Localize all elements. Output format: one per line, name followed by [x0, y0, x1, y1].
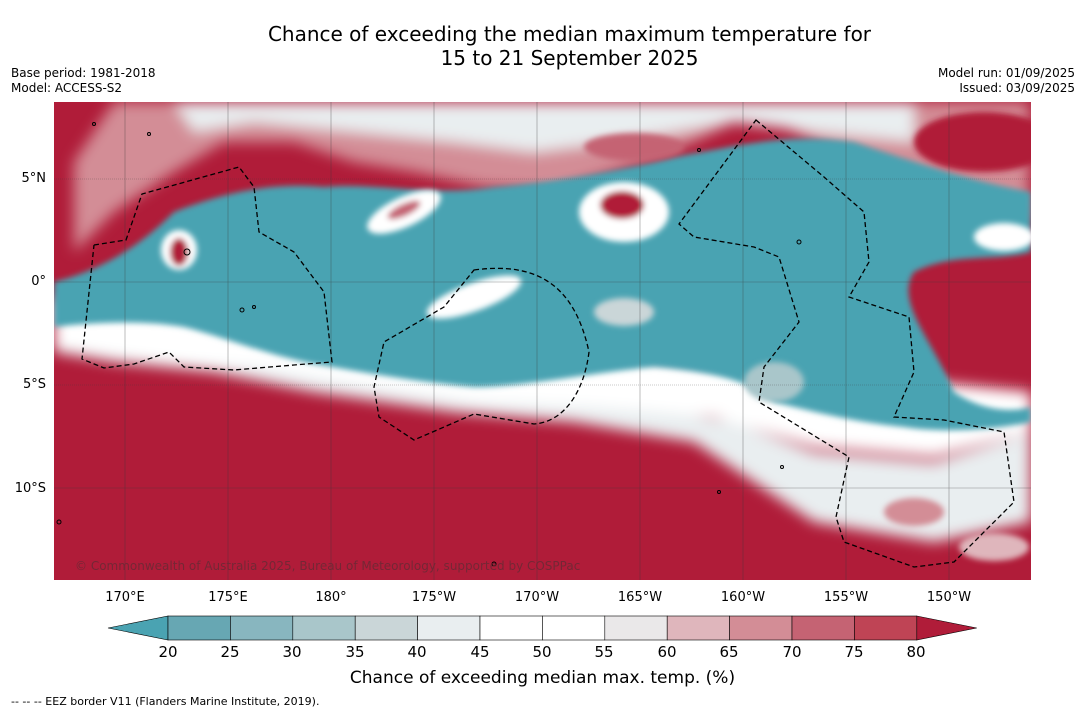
cool-anomaly-region: [54, 138, 1031, 431]
meta-left: Base period: 1981-2018 Model: ACCESS-S2: [11, 66, 156, 95]
colorbar-tick-45: 45: [470, 643, 490, 661]
title-line-2: 15 to 21 September 2025: [440, 46, 699, 70]
colorbar-bin: [729, 615, 793, 641]
colorbar-bin: [230, 615, 294, 641]
map-title: Chance of exceeding the median maximum t…: [0, 22, 1085, 70]
lat-label-0: 0°: [31, 274, 46, 289]
colorbar-tick-60: 60: [657, 643, 677, 661]
colorbar-bin: [666, 615, 730, 641]
eez-borders: [81, 119, 1015, 568]
colorbar: [107, 615, 977, 641]
colorbar-bin: [417, 615, 481, 641]
colorbar-bin: [542, 615, 606, 641]
lon-label-150w: 150°W: [926, 590, 972, 605]
colorbar-tick-25: 25: [220, 643, 240, 661]
lon-label-160w: 160°W: [720, 590, 766, 605]
colorbar-tick-35: 35: [345, 643, 365, 661]
anomaly-patches: [161, 112, 1031, 561]
colorbar-tick-70: 70: [782, 643, 802, 661]
lon-label-165w: 165°W: [617, 590, 663, 605]
lon-label-180: 180°: [315, 590, 347, 605]
colorbar-bin: [854, 615, 918, 641]
colorbar-bin: [354, 615, 418, 641]
lon-label-170e: 170°E: [105, 590, 145, 605]
colorbar-tick-80: 80: [906, 643, 926, 661]
colorbar-tick-65: 65: [719, 643, 739, 661]
colorbar-above-extension: [916, 615, 977, 641]
lon-label-170w: 170°W: [514, 590, 560, 605]
colorbar-bin: [791, 615, 855, 641]
colorbar-tick-30: 30: [282, 643, 302, 661]
colorbar-bin: [167, 615, 231, 641]
model-name: Model: ACCESS-S2: [11, 80, 123, 95]
colorbar-tick-55: 55: [594, 643, 614, 661]
colorbar-bin: [479, 615, 543, 641]
forecast-map: [54, 102, 1031, 580]
model-run: Model run: 01/09/2025: [937, 66, 1075, 80]
graticule: [54, 102, 1031, 580]
base-period: Base period: 1981-2018: [11, 66, 156, 80]
issued-date: Issued: 03/09/2025: [959, 80, 1075, 95]
colorbar-tick-50: 50: [532, 643, 552, 661]
colorbar-tick-20: 20: [158, 643, 178, 661]
colorbar-bins: [107, 615, 977, 641]
eez-legend-note: -- -- -- EEZ border V11 (Flanders Marine…: [11, 695, 320, 708]
lon-label-175w: 175°W: [411, 590, 457, 605]
lon-label-175e: 175°E: [208, 590, 248, 605]
copyright-notice: © Commonwealth of Australia 2025, Bureau…: [75, 559, 581, 573]
colorbar-tick-40: 40: [407, 643, 427, 661]
lon-label-155w: 155°W: [823, 590, 869, 605]
colorbar-below-extension: [107, 615, 169, 641]
title-line-1: Chance of exceeding the median maximum t…: [267, 22, 872, 46]
colorbar-tick-75: 75: [844, 643, 864, 661]
colorbar-bin: [292, 615, 356, 641]
lat-label-5s: 5°S: [22, 377, 46, 392]
colorbar-bin: [604, 615, 668, 641]
lat-label-5n: 5°N: [21, 171, 47, 186]
lat-label-10s: 10°S: [14, 481, 46, 496]
islands: [56, 122, 802, 567]
meta-right: Model run: 01/09/2025 Issued: 03/09/2025: [938, 66, 1075, 95]
colorbar-title: Chance of exceeding median max. temp. (%…: [349, 668, 736, 688]
